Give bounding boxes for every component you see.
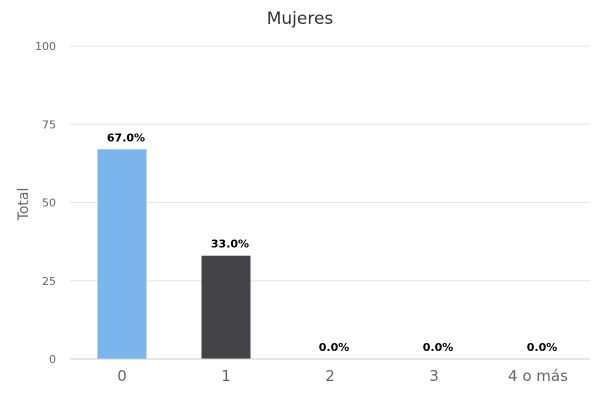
x-tick-label: 3 — [429, 367, 439, 385]
data-label: 0.0% — [527, 341, 558, 354]
y-tick-label: 75 — [42, 118, 56, 131]
gridlines — [70, 45, 590, 282]
x-axis-ticks: 0 1 2 3 4 o más — [117, 367, 568, 385]
y-axis-label: Total — [16, 188, 32, 222]
chart-title: Mujeres — [267, 9, 334, 29]
y-tick-label: 100 — [35, 40, 56, 53]
data-label: 33.0% — [211, 238, 249, 251]
data-labels: 67.0% 33.0% 0.0% 0.0% 0.0% — [107, 131, 557, 354]
data-label: 67.0% — [107, 131, 145, 144]
x-tick-label: 4 o más — [508, 367, 568, 385]
x-tick-label: 1 — [221, 367, 231, 385]
data-label: 0.0% — [319, 341, 350, 354]
data-label: 0.0% — [423, 341, 454, 354]
y-tick-label: 25 — [42, 275, 56, 288]
x-tick-label: 2 — [325, 367, 335, 385]
y-tick-label: 50 — [42, 197, 56, 210]
bar[interactable] — [97, 149, 147, 359]
bar[interactable] — [201, 255, 251, 359]
x-tick-label: 0 — [117, 367, 127, 385]
bars — [97, 149, 251, 359]
y-axis-ticks: 0 25 50 75 100 — [35, 40, 56, 366]
y-tick-label: 0 — [49, 353, 56, 366]
